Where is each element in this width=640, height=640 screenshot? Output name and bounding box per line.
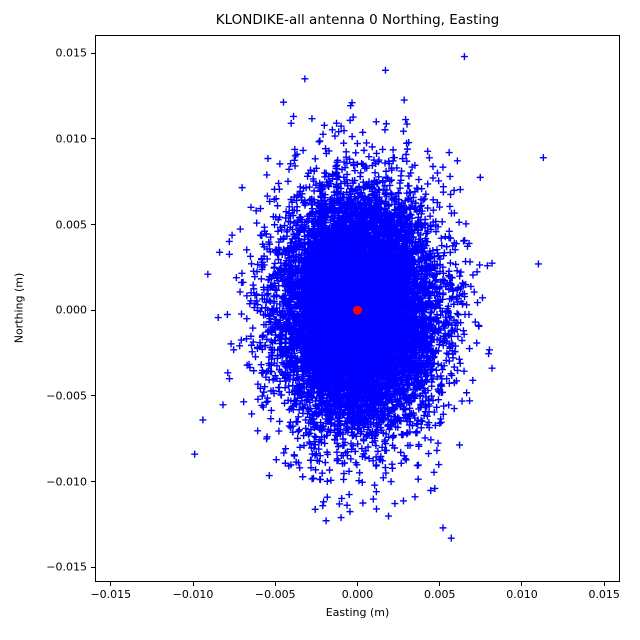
x-tick	[110, 582, 112, 586]
x-tick	[439, 582, 441, 586]
x-tick-label: 0.000	[341, 588, 374, 601]
y-tick	[91, 224, 95, 226]
y-tick	[91, 566, 95, 568]
y-tick-label: −0.005	[46, 389, 87, 403]
x-tick	[603, 582, 605, 586]
y-tick-label: 0.015	[55, 46, 88, 60]
plot-area	[95, 35, 620, 582]
y-tick	[91, 138, 95, 140]
x-tick-label: −0.005	[254, 588, 296, 601]
x-tick	[274, 582, 276, 586]
x-tick	[521, 582, 523, 586]
y-tick-label: 0.000	[55, 303, 88, 317]
y-tick-label: −0.015	[46, 560, 87, 574]
x-tick-label: 0.015	[588, 588, 620, 601]
y-tick	[91, 52, 95, 54]
x-tick	[192, 582, 194, 586]
chart-title: KLONDIKE-all antenna 0 Northing, Easting	[215, 12, 500, 28]
x-tick-label: −0.010	[172, 588, 214, 601]
x-tick-label: 0.005	[423, 588, 456, 601]
x-tick-label: −0.015	[90, 588, 132, 601]
y-tick-label: 0.010	[55, 132, 88, 146]
y-tick	[91, 309, 95, 311]
y-tick-label: −0.010	[46, 475, 87, 489]
x-axis-label: Easting (m)	[325, 606, 390, 619]
y-tick	[91, 395, 95, 397]
scatter-canvas	[96, 36, 619, 581]
x-tick	[357, 582, 358, 586]
x-tick-label: 0.010	[506, 588, 538, 601]
y-tick	[91, 481, 95, 483]
y-tick-label: 0.005	[55, 218, 88, 232]
